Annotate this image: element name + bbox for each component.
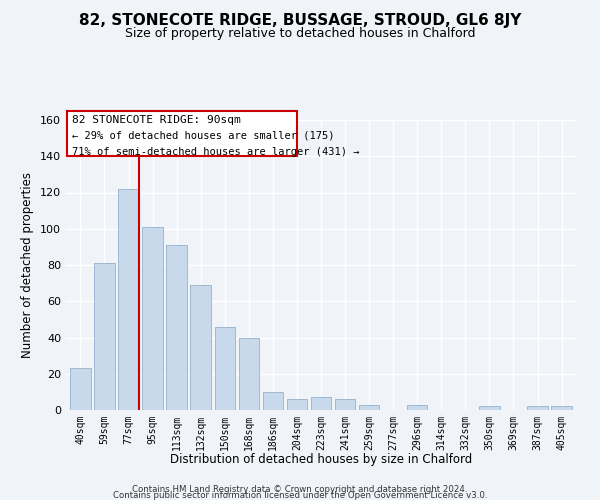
Bar <box>94 263 115 410</box>
Bar <box>335 399 355 410</box>
Text: ← 29% of detached houses are smaller (175): ← 29% of detached houses are smaller (17… <box>72 131 335 141</box>
Bar <box>142 227 163 410</box>
Text: Contains HM Land Registry data © Crown copyright and database right 2024.: Contains HM Land Registry data © Crown c… <box>132 485 468 494</box>
Bar <box>215 326 235 410</box>
FancyBboxPatch shape <box>67 111 297 156</box>
Bar <box>118 189 139 410</box>
Bar <box>239 338 259 410</box>
Text: Contains public sector information licensed under the Open Government Licence v3: Contains public sector information licen… <box>113 491 487 500</box>
Bar <box>527 406 548 410</box>
Bar <box>70 368 91 410</box>
Bar <box>551 406 572 410</box>
Bar <box>166 245 187 410</box>
Bar <box>407 404 427 410</box>
Text: 82 STONECOTE RIDGE: 90sqm: 82 STONECOTE RIDGE: 90sqm <box>72 114 241 124</box>
Bar <box>479 406 500 410</box>
Text: 82, STONECOTE RIDGE, BUSSAGE, STROUD, GL6 8JY: 82, STONECOTE RIDGE, BUSSAGE, STROUD, GL… <box>79 12 521 28</box>
Text: Distribution of detached houses by size in Chalford: Distribution of detached houses by size … <box>170 452 472 466</box>
Text: 71% of semi-detached houses are larger (431) →: 71% of semi-detached houses are larger (… <box>72 147 359 157</box>
Bar <box>359 404 379 410</box>
Bar <box>311 398 331 410</box>
Y-axis label: Number of detached properties: Number of detached properties <box>22 172 34 358</box>
Bar <box>263 392 283 410</box>
Bar <box>190 285 211 410</box>
Bar <box>287 399 307 410</box>
Text: Size of property relative to detached houses in Chalford: Size of property relative to detached ho… <box>125 28 475 40</box>
